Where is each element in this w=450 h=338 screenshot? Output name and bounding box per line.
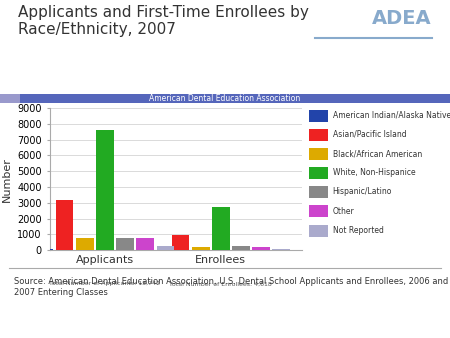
Bar (76, 238, 94, 250)
Bar (56, 200, 73, 250)
Bar (212, 207, 230, 250)
Text: Other: Other (333, 207, 354, 216)
Bar (116, 238, 134, 250)
Bar (232, 246, 250, 250)
Bar (136, 238, 154, 250)
Text: American Dental Education Association: American Dental Education Association (149, 94, 301, 103)
Text: Total Number of Enrollees: 4,618: Total Number of Enrollees: 4,618 (170, 281, 272, 286)
Bar (96, 130, 114, 250)
Text: Black/African American: Black/African American (333, 149, 422, 158)
Text: Applicants and First-Time Enrollees by
Race/Ethnicity, 2007: Applicants and First-Time Enrollees by R… (18, 5, 309, 37)
Bar (272, 249, 290, 250)
Text: Source: American Dental Education Association, U.S. Dental School Applicants and: Source: American Dental Education Associ… (14, 277, 448, 297)
Text: Not Reported: Not Reported (333, 226, 383, 235)
Bar (309, 148, 328, 160)
Bar (309, 167, 328, 179)
Text: ADEA: ADEA (373, 9, 432, 28)
Bar (0, 94, 20, 103)
Bar (171, 235, 189, 250)
Bar (309, 110, 328, 122)
Bar (157, 246, 174, 250)
Bar (192, 247, 210, 250)
Bar (309, 224, 328, 237)
Text: Hispanic/Latino: Hispanic/Latino (333, 187, 392, 196)
Bar (309, 206, 328, 217)
Text: White, Non-Hispanice: White, Non-Hispanice (333, 168, 415, 177)
Text: Total Number of Applicants: 13,742: Total Number of Applicants: 13,742 (50, 281, 161, 286)
Text: Asian/Pacific Island: Asian/Pacific Island (333, 130, 406, 139)
Y-axis label: Number: Number (2, 157, 12, 201)
Text: American Indian/Alaska Native: American Indian/Alaska Native (333, 111, 450, 120)
Bar (252, 247, 270, 250)
Bar (309, 129, 328, 141)
Bar (309, 186, 328, 198)
Bar (36, 248, 54, 250)
